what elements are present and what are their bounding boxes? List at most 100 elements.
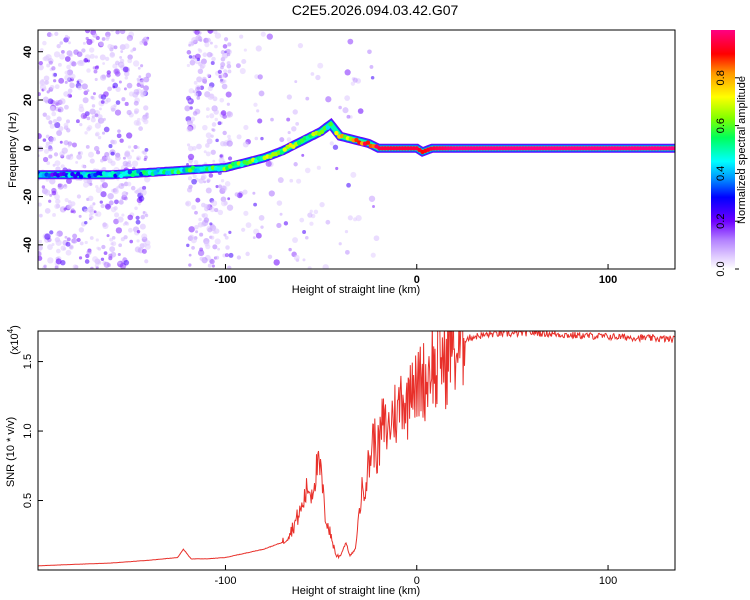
spectrogram-noise-cell <box>90 95 94 100</box>
spectrogram-noise-cell <box>225 245 230 250</box>
spectrogram-noise-cell <box>217 209 224 216</box>
spectrogram-noise-cell <box>63 207 67 211</box>
snr-x-tick-label: -100 <box>214 575 236 587</box>
spectrogram-noise-cell <box>287 130 291 135</box>
spectrogram-noise-cell <box>266 33 273 40</box>
spectrogram-noise-cell <box>205 187 212 194</box>
spectrogram-noise-cell <box>293 254 300 261</box>
snr-scale-exponent: 4 <box>6 328 15 333</box>
spectrogram-noise-cell <box>145 72 152 78</box>
snr-x-ticks: -100 0 100 <box>214 565 617 587</box>
spectrogram-noise-cell <box>64 235 68 239</box>
spectrogram-noise-cell <box>77 85 83 91</box>
spectrogram-noise-cell <box>202 212 208 219</box>
spectrogram-noise-cell <box>227 42 232 47</box>
spectrogram-noise-cell <box>252 191 256 195</box>
colorbar-ticks: 0.0 0.2 0.4 0.6 0.8 <box>715 70 739 277</box>
spectrogram-noise-cell <box>114 71 121 77</box>
spectrogram-noise-cell <box>67 144 71 148</box>
spectrogram-noise-cell <box>84 259 90 264</box>
spectrogram-noise-cell <box>54 121 61 129</box>
spectrogram-ridge-cell <box>127 169 133 175</box>
spectrogram-noise-cell <box>187 176 193 181</box>
spectrogram-noise-cell <box>191 204 197 210</box>
spectrogram-noise-cell <box>56 43 61 49</box>
spectrogram-noise-cell <box>87 206 94 213</box>
spectrogram-noise-cell <box>100 100 105 104</box>
spectrogram-noise-cell <box>118 243 123 248</box>
spectrogram-noise-cell <box>49 123 55 129</box>
spectrogram-noise-cell <box>140 64 144 68</box>
spectrogram-ridge-cell <box>73 174 78 179</box>
spectrogram-noise-cell <box>54 31 59 36</box>
spectrogram-noise-cell <box>220 110 227 116</box>
spectrogram-noise-cell <box>276 200 283 206</box>
spectrogram-noise-cell <box>128 38 132 42</box>
spectrogram-noise-cell <box>117 252 121 257</box>
spectrogram-noise-cell <box>46 90 50 94</box>
spectrogram-noise-cell <box>118 199 124 205</box>
spectrogram-noise-cell <box>188 43 191 47</box>
spectrogram-noise-cell <box>194 92 199 97</box>
spectrogram-noise-cell <box>209 206 216 213</box>
spectrogram-noise-cell <box>103 126 110 133</box>
spectrogram-noise-cell <box>93 210 97 214</box>
spectrogram-noise-cell <box>124 76 129 80</box>
spectrogram-noise-cell <box>241 58 247 65</box>
spectrogram-noise-cell <box>53 72 57 77</box>
spectrogram-noise-cell <box>113 218 119 225</box>
spectrogram-noise-cell <box>66 204 72 210</box>
spectrogram-noise-cell <box>210 60 215 65</box>
spectrogram-noise-cell <box>63 183 67 187</box>
spectrogram-noise-cell <box>136 239 140 243</box>
spectrogram-noise-cell <box>47 146 54 152</box>
spectrogram-noise-cell <box>55 258 62 265</box>
spectrogram-noise-cell <box>202 52 208 58</box>
spectrogram-ridge <box>38 117 675 180</box>
spectrogram-noise-cell <box>79 61 85 67</box>
spectrogram-noise-cell <box>92 92 96 96</box>
spectrogram-y-label: Frequency (Hz) <box>7 112 19 188</box>
spectrogram-noise-cell <box>209 113 215 119</box>
spectrogram-noise-cell <box>98 41 105 47</box>
spectrogram-noise-cell <box>115 155 121 161</box>
spectrogram-y-tick-label: -40 <box>22 237 34 253</box>
snr-frame <box>37 330 676 571</box>
spectrogram-noise-cell <box>72 264 78 269</box>
spectrogram-noise-cell <box>199 256 204 261</box>
spectrogram-noise-cell <box>119 138 124 143</box>
spectrogram-noise-cell <box>338 242 342 246</box>
spectrogram-noise-cell <box>44 233 51 240</box>
spectrogram-noise-cell <box>89 158 95 164</box>
spectrogram-noise-cell <box>112 82 119 89</box>
spectrogram-noise-cell <box>194 224 199 230</box>
spectrogram-noise-cell <box>89 236 94 240</box>
spectrogram-noise-cell <box>305 235 309 240</box>
spectrogram-noise-cell <box>227 156 233 161</box>
spectrogram-noise-cell <box>131 160 139 167</box>
spectrogram-noise-cell <box>135 219 141 225</box>
spectrogram-noise-cell <box>192 111 198 116</box>
spectrogram-noise-cell <box>197 48 201 52</box>
spectrogram-noise-cell <box>43 264 47 268</box>
spectrogram-noise-cell <box>95 187 102 194</box>
spectrogram-noise-cell <box>307 212 313 218</box>
spectrogram-noise-cell <box>59 41 63 45</box>
spectrogram-ridge-cell <box>176 170 181 175</box>
spectrogram-noise-cell <box>103 91 109 97</box>
spectrogram-noise-cell <box>66 237 71 242</box>
spectrogram-noise-cell <box>196 76 203 83</box>
spectrogram-noise-cell <box>83 208 88 213</box>
spectrogram-noise-cell <box>79 241 84 246</box>
spectrogram-noise-cell <box>102 62 106 65</box>
spectrogram-noise-cell <box>195 230 199 234</box>
spectrogram-noise-cell <box>120 50 124 53</box>
spectrogram-noise-cell <box>129 239 134 244</box>
spectrogram-noise-cell <box>197 249 205 257</box>
spectrogram-noise-cell <box>86 116 91 121</box>
spectrogram-x-ticks: -100 0 100 <box>214 264 617 286</box>
spectrogram-noise-cell <box>141 233 148 240</box>
spectrogram-noise-cell <box>41 78 45 82</box>
spectrogram-noise-cell <box>252 236 256 240</box>
spectrogram-noise-cell <box>141 248 147 254</box>
